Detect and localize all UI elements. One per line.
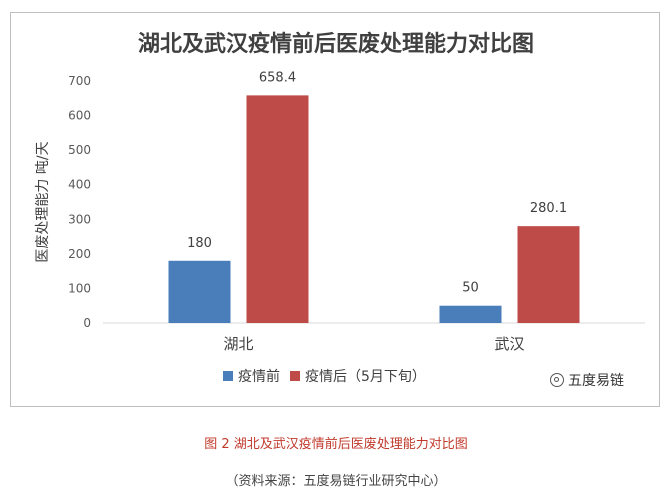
- legend-swatch: [290, 371, 300, 381]
- y-tick-label: 200: [68, 247, 91, 261]
- x-tick-label: 湖北: [223, 335, 253, 353]
- y-axis-label: 医废处理能力 吨/天: [35, 141, 51, 262]
- legend-swatch: [223, 371, 233, 381]
- y-tick-label: 300: [68, 212, 91, 226]
- y-tick-label: 500: [68, 143, 91, 157]
- bar: [246, 95, 309, 323]
- legend-label: 疫情后（5月下旬）: [305, 369, 426, 385]
- watermark: 五度易链: [550, 370, 624, 390]
- watermark-text: 五度易链: [568, 373, 624, 389]
- data-label: 280.1: [530, 201, 567, 216]
- x-tick-label: 武汉: [494, 335, 524, 353]
- data-label: 658.4: [259, 70, 296, 85]
- data-label: 180: [187, 236, 212, 251]
- wechat-icon: [550, 373, 564, 387]
- bar: [439, 305, 502, 323]
- data-label: 50: [462, 281, 479, 296]
- y-tick-label: 700: [68, 74, 91, 88]
- y-tick-label: 400: [68, 178, 91, 192]
- chart-frame: 湖北及武汉疫情前后医废处理能力对比图医废处理能力 吨/天 0 100 200 300 40…: [10, 12, 660, 407]
- figure-caption: 图 2 湖北及武汉疫情前后医废处理能力对比图: [204, 437, 468, 452]
- bar: [517, 226, 580, 323]
- source-caption: （资料来源：五度易链行业研究中心）: [225, 474, 447, 489]
- y-tick-label: 100: [68, 281, 91, 295]
- y-tick-label: 600: [68, 109, 91, 123]
- chart-title: 湖北及武汉疫情前后医废处理能力对比图: [138, 31, 534, 57]
- bar: [168, 260, 231, 323]
- legend-label: 疫情前: [238, 368, 280, 385]
- y-tick-label: 0: [83, 316, 91, 330]
